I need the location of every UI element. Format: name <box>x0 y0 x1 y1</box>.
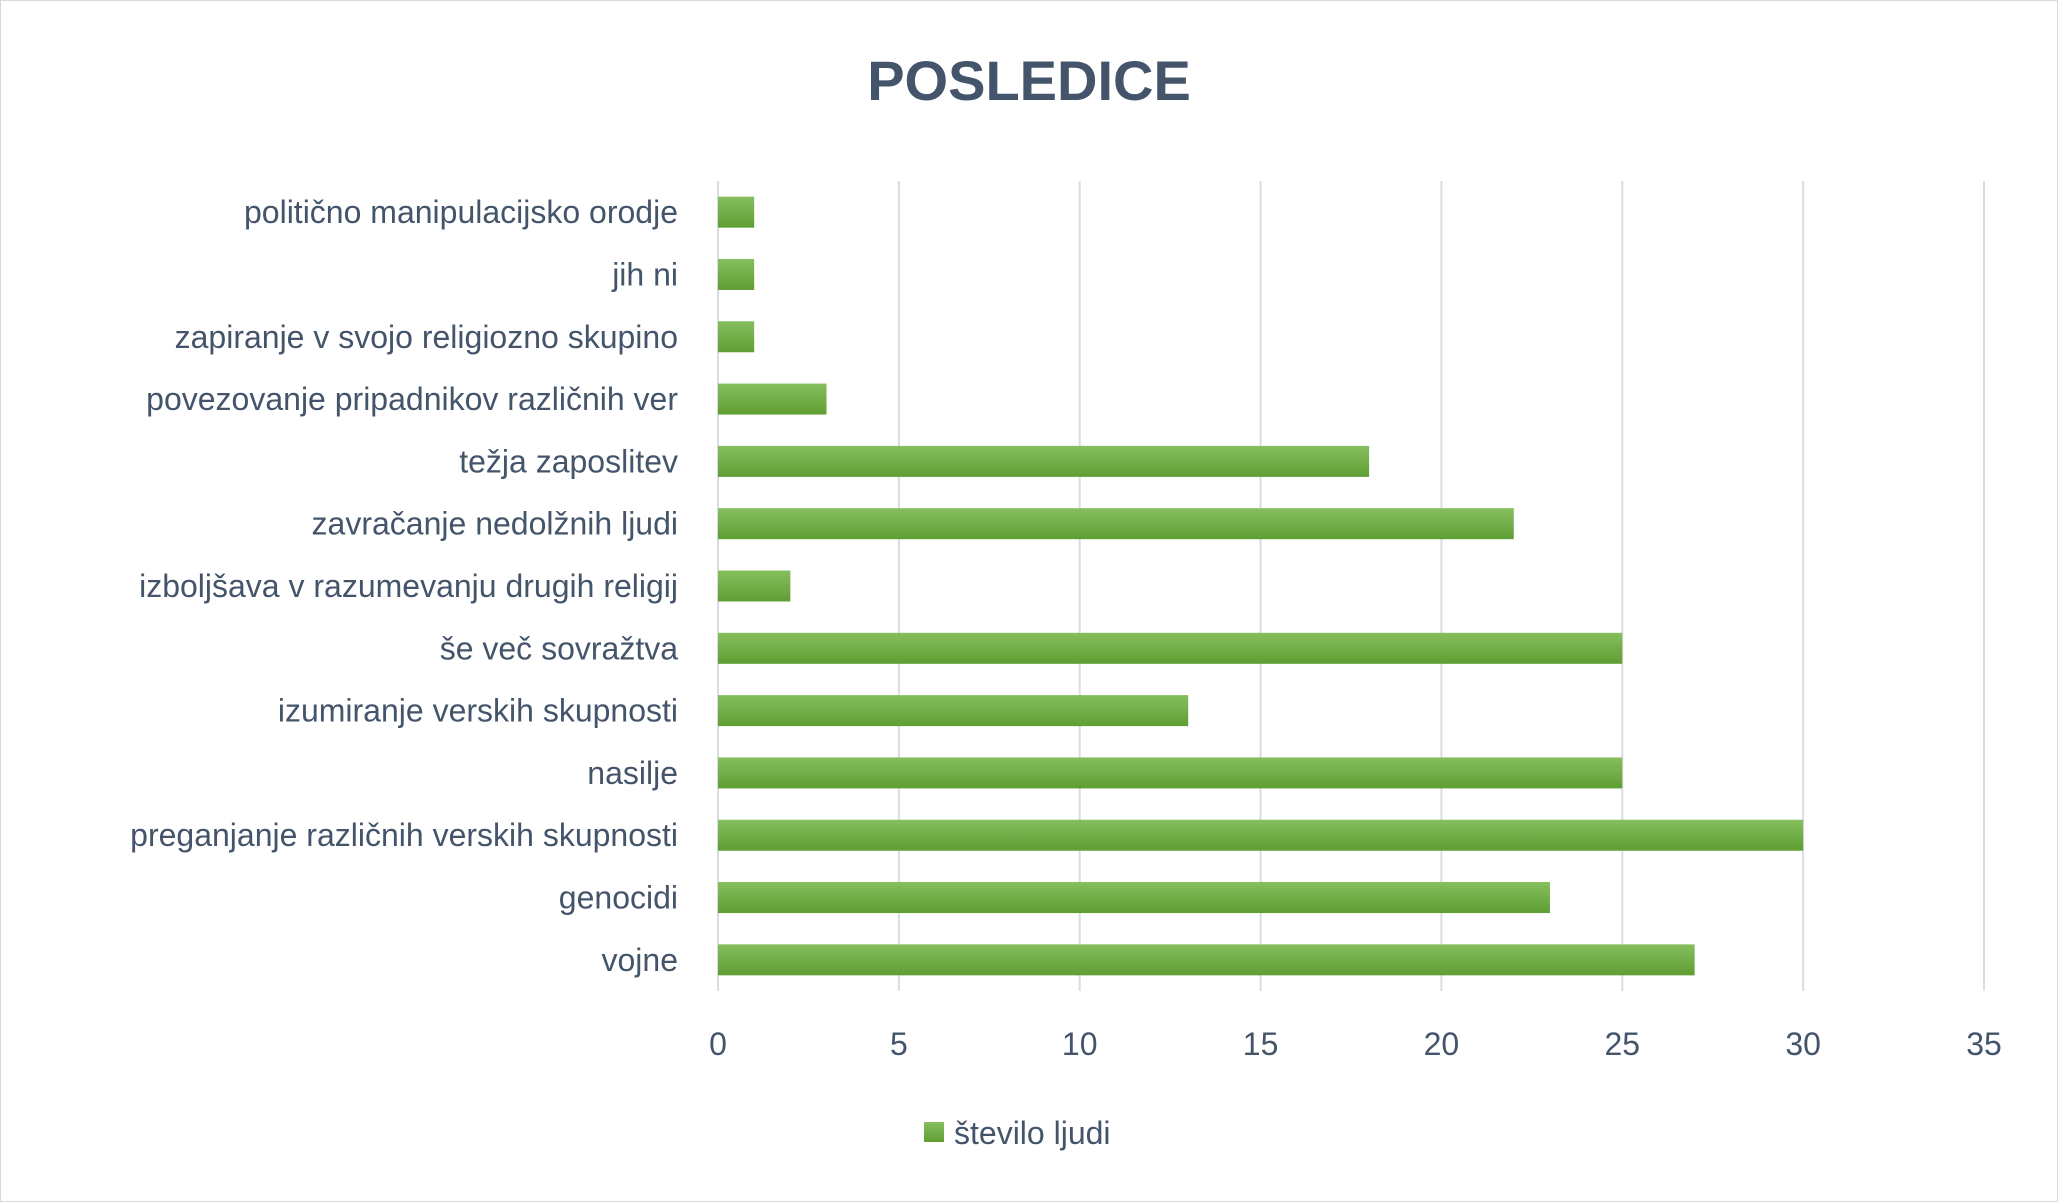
bar <box>718 196 755 228</box>
x-tick-label: 25 <box>1604 1026 1640 1062</box>
bar <box>718 819 1804 851</box>
x-tick-label: 30 <box>1785 1026 1821 1062</box>
bar <box>718 508 1514 540</box>
category-label: jih ni <box>611 256 678 292</box>
bar <box>718 882 1550 914</box>
category-label: nasilje <box>587 755 678 791</box>
bar <box>718 695 1189 727</box>
bar <box>718 632 1623 664</box>
category-label: preganjanje različnih verskih skupnosti <box>130 817 678 853</box>
x-tick-label: 35 <box>1966 1026 2002 1062</box>
legend-label: število ljudi <box>954 1115 1111 1151</box>
bar <box>718 570 791 602</box>
category-label: zavračanje nedolžnih ljudi <box>312 506 678 542</box>
category-label: povezovanje pripadnikov različnih ver <box>146 381 678 417</box>
bar <box>718 445 1370 477</box>
x-tick-label: 5 <box>890 1026 908 1062</box>
x-tick-label: 10 <box>1062 1026 1098 1062</box>
category-label: izboljšava v razumevanju drugih religij <box>139 568 678 604</box>
category-label: vojne <box>602 942 679 978</box>
category-label: genocidi <box>559 880 678 916</box>
chart-title: POSLEDICE <box>867 49 1191 112</box>
category-label: težja zaposlitev <box>459 443 678 479</box>
bar <box>718 383 827 415</box>
x-tick-label: 0 <box>709 1026 727 1062</box>
category-label: zapiranje v svojo religiozno skupino <box>175 319 678 355</box>
x-tick-label: 15 <box>1243 1026 1279 1062</box>
x-tick-label: 20 <box>1424 1026 1460 1062</box>
legend: število ljudi <box>924 1115 1111 1151</box>
category-label: izumiranje verskih skupnosti <box>278 693 678 729</box>
category-label: še več sovražtva <box>440 630 679 666</box>
bar <box>718 321 755 353</box>
bar <box>718 258 755 290</box>
category-label: politično manipulacijsko orodje <box>244 194 678 230</box>
legend-swatch <box>924 1122 944 1142</box>
bar <box>718 757 1623 789</box>
bar <box>718 944 1695 976</box>
